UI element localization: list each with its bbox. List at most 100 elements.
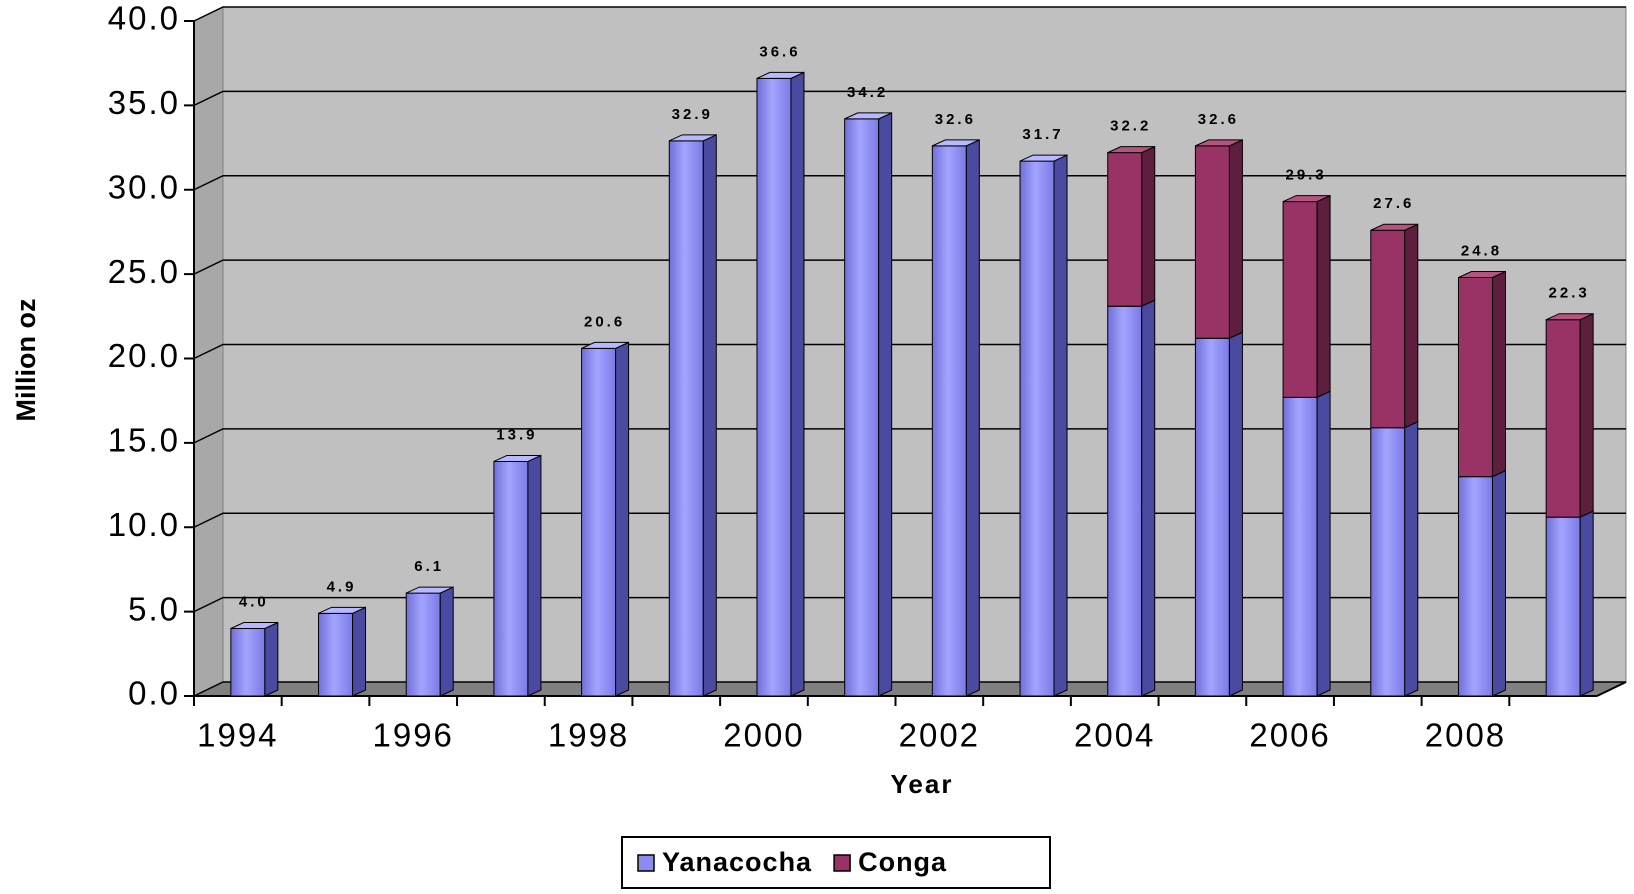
total-label: 32.6 [1198, 111, 1239, 128]
grid-line [193, 428, 1626, 444]
bar [581, 347, 617, 697]
x-tick-label: 2008 [1425, 717, 1506, 754]
bar-top [1370, 223, 1418, 231]
grid-line [193, 343, 1626, 360]
bar [230, 628, 266, 697]
total-label: 32.2 [1110, 118, 1151, 135]
bar-side [1404, 223, 1419, 429]
bar-side [439, 586, 454, 697]
legend-label: Conga [858, 847, 947, 877]
bar-side [702, 134, 717, 697]
x-axis-end [1596, 681, 1627, 697]
grid-line [193, 512, 1626, 528]
bar [1545, 516, 1581, 697]
bar-top [493, 454, 542, 462]
legend-swatch [833, 854, 851, 872]
total-label: 27.6 [1373, 195, 1414, 212]
bar-top [318, 606, 366, 614]
x-tick-label: 2004 [1074, 717, 1155, 754]
x-tick-label: 2006 [1249, 717, 1330, 754]
bar-top [669, 134, 717, 142]
bar [405, 592, 441, 697]
y-tick-label: 40.0 [108, 0, 180, 37]
x-tick-label: 1998 [548, 717, 629, 754]
bar-side [965, 139, 980, 697]
bar [1194, 337, 1230, 697]
bar-side [1491, 469, 1506, 697]
bar [1194, 145, 1230, 339]
bar-top [1195, 139, 1243, 147]
x-axis-title: Year [891, 769, 954, 799]
bar-top [1282, 195, 1331, 203]
bar [1370, 229, 1406, 429]
bar [1457, 476, 1493, 697]
legend-swatch [637, 854, 655, 872]
x-tick-label: 1996 [373, 717, 454, 754]
bar [1282, 396, 1318, 697]
bar [756, 77, 792, 697]
bar [931, 145, 967, 697]
grid-line [193, 596, 1626, 613]
bar-top [844, 112, 892, 120]
bar-side [1228, 331, 1243, 697]
total-label: 31.7 [1022, 126, 1063, 143]
total-label: 29.3 [1285, 167, 1326, 184]
y-tick-label: 10.0 [108, 506, 180, 543]
y-tick-label: 20.0 [108, 337, 180, 374]
bar-side [1404, 420, 1419, 697]
total-label: 6.1 [414, 558, 444, 575]
bar-top [230, 622, 279, 629]
y-tick-label: 15.0 [108, 422, 180, 459]
total-label: 4.9 [327, 578, 357, 595]
bar-top [1107, 146, 1155, 154]
bar-side [352, 606, 367, 697]
grid-line [193, 6, 1626, 22]
grid-line [193, 681, 1626, 697]
y-tick-label: 5.0 [128, 590, 180, 627]
bar-top [932, 139, 980, 147]
total-label: 22.3 [1549, 285, 1590, 302]
y-tick-label: 25.0 [108, 253, 180, 290]
bar-side [1053, 154, 1068, 697]
bar-side [1141, 299, 1156, 697]
grid-line [193, 175, 1626, 191]
bar [1545, 319, 1581, 518]
bar-side [1579, 510, 1594, 697]
total-label: 36.6 [759, 43, 800, 60]
bar-top [1545, 313, 1594, 321]
bar-side [264, 621, 279, 697]
grid-line [193, 90, 1626, 107]
bar-top [581, 341, 629, 349]
y-tick-label: 30.0 [108, 168, 180, 205]
y-axis-title: Million oz [11, 299, 41, 422]
total-label: 20.6 [584, 313, 625, 330]
total-label: 24.8 [1461, 242, 1502, 259]
bar-side [1316, 194, 1331, 399]
bar [1457, 277, 1493, 478]
bar-top [1019, 154, 1068, 162]
y-tick-label: 0.0 [128, 675, 180, 712]
bar-side [1491, 270, 1506, 478]
bar-side [1228, 139, 1243, 340]
bar-top [406, 586, 454, 594]
x-tick-label: 1994 [197, 717, 278, 754]
bar-top [756, 71, 805, 79]
total-label: 13.9 [496, 426, 537, 443]
bar [318, 612, 354, 697]
total-label: 4.0 [239, 593, 269, 610]
bar-top [1458, 271, 1506, 278]
bar-side [615, 341, 630, 697]
x-tick-label: 2000 [723, 717, 804, 754]
bar-side [527, 454, 542, 697]
total-label: 32.9 [672, 106, 713, 123]
legend-label: Yanacocha [662, 847, 812, 877]
bar-side [1579, 312, 1594, 518]
grid-line [193, 259, 1626, 275]
bar-side [790, 71, 805, 697]
bar [668, 140, 704, 697]
bar [1019, 160, 1055, 697]
bar [1370, 427, 1406, 697]
bar [1107, 305, 1143, 697]
total-label: 32.6 [935, 111, 976, 128]
